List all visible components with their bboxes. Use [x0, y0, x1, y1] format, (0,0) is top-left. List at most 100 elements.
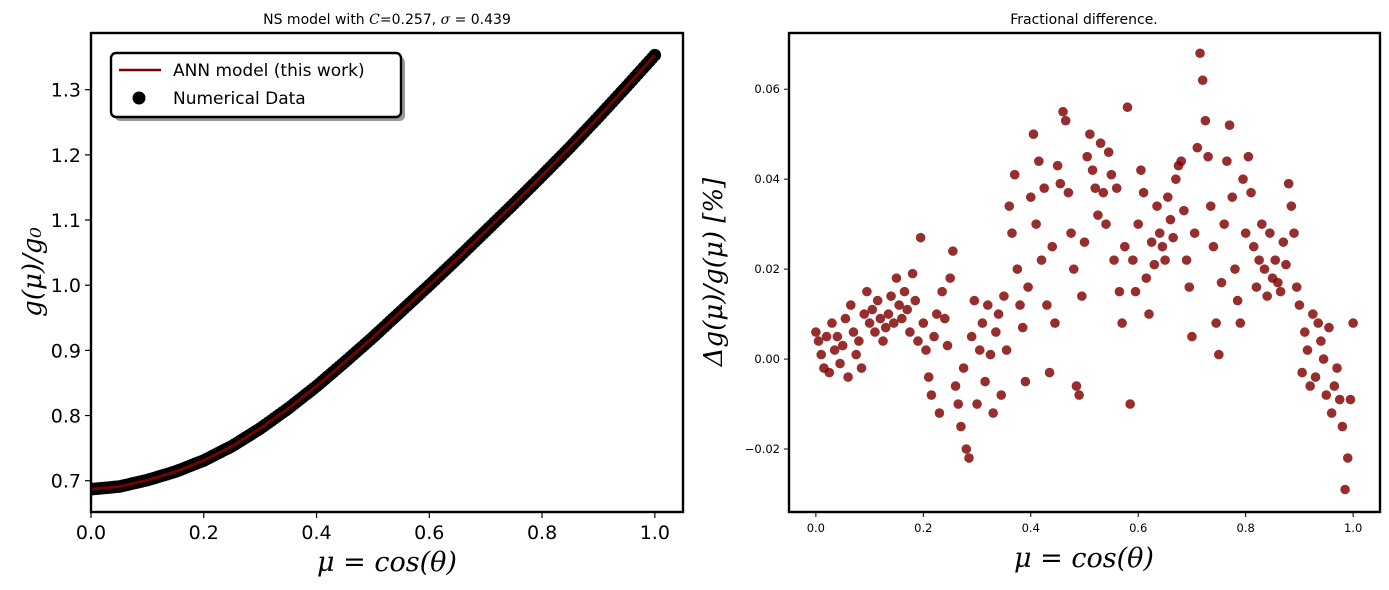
fractional-difference-point	[915, 232, 926, 243]
fractional-difference-point	[1281, 259, 1291, 270]
fractional-difference-point	[1111, 183, 1122, 193]
fractional-difference-point	[1214, 349, 1224, 360]
fractional-difference-point	[1138, 187, 1149, 198]
fractional-difference-point	[1243, 151, 1254, 162]
fractional-difference-point	[1109, 255, 1119, 265]
fractional-difference-point	[964, 453, 974, 463]
fractional-difference-point	[856, 363, 867, 373]
right-ticks: 0.0 0.2 0.4 0.6 0.8 1.0 −0.02 0.00 0.02 0.04 0.06	[745, 82, 1363, 535]
right-xlabel: μ = cos(θ)	[1014, 543, 1154, 574]
fractional-difference-point	[1283, 178, 1294, 189]
fractional-difference-point	[1332, 363, 1342, 373]
left-y-tick-label: 0.7	[51, 471, 81, 493]
fractional-difference-point	[921, 345, 931, 355]
fractional-difference-point	[1044, 367, 1055, 378]
fractional-difference-point	[1095, 138, 1106, 148]
fractional-difference-point	[972, 399, 982, 409]
fractional-difference-point	[1224, 120, 1235, 131]
fractional-difference-point	[1257, 219, 1267, 229]
fractional-difference-point	[1238, 174, 1248, 184]
fractional-difference-point	[1074, 390, 1084, 400]
fractional-difference-point	[996, 390, 1007, 400]
right-y-tick-label: 0.00	[754, 352, 780, 366]
fractional-difference-point	[1141, 273, 1152, 283]
left-ylabel: g(μ)/g₀	[18, 227, 48, 317]
fractional-difference-point	[1289, 228, 1299, 238]
left-axes-frame	[89, 31, 685, 514]
right-ylabel: Δg(μ)/g(μ) [%]	[699, 177, 729, 367]
fractional-difference-point	[1305, 381, 1315, 391]
fractional-difference-point	[1028, 129, 1039, 139]
fractional-difference-point	[1321, 390, 1332, 400]
fractional-difference-point	[1007, 228, 1017, 238]
fractional-difference-point	[811, 327, 821, 337]
fractional-difference-point	[1015, 300, 1025, 310]
fractional-difference-point	[1068, 264, 1079, 274]
fractional-difference-point	[1316, 336, 1326, 346]
fractional-difference-point	[888, 318, 899, 328]
fractional-difference-point	[1039, 183, 1050, 193]
fractional-difference-point	[1071, 381, 1082, 391]
fractional-difference-point	[929, 331, 939, 342]
right-x-tick-label: 0.6	[1129, 521, 1147, 535]
fractional-difference-point	[988, 408, 998, 418]
left-y-tick-label: 1.2	[51, 145, 81, 167]
fractional-difference-point	[1162, 192, 1173, 202]
fractional-difference-point	[1270, 255, 1281, 265]
fractional-difference-point	[1248, 241, 1259, 252]
fractional-difference-point	[1106, 169, 1117, 180]
fractional-difference-point	[1025, 192, 1036, 202]
fractional-difference-point	[1157, 241, 1168, 252]
fractional-difference-point	[813, 336, 824, 346]
fractional-difference-point	[891, 273, 902, 283]
fractional-difference-point	[1273, 277, 1283, 288]
fractional-difference-point	[958, 363, 969, 373]
fractional-difference-point	[1101, 219, 1111, 229]
fractional-difference-point	[832, 331, 843, 342]
fractional-difference-point	[940, 313, 950, 324]
fractional-difference-point	[1090, 183, 1101, 193]
fractional-difference-point	[1060, 115, 1071, 126]
fractional-difference-point	[1058, 106, 1068, 117]
fractional-difference-point	[827, 318, 837, 328]
fractional-difference-point	[1324, 322, 1334, 333]
fractional-difference-point	[1275, 286, 1286, 297]
fractional-difference-point	[902, 304, 912, 315]
fractional-difference-point	[1023, 282, 1033, 292]
fractional-difference-point	[1340, 484, 1350, 495]
right-y-tick-label: 0.02	[754, 262, 780, 276]
fractional-difference-point	[867, 304, 878, 315]
fractional-difference-point	[1192, 142, 1203, 153]
fractional-difference-point	[1254, 255, 1264, 265]
fractional-difference-point	[918, 318, 929, 328]
fractional-difference-point	[993, 309, 1004, 319]
fractional-difference-point	[1082, 151, 1092, 162]
fractional-difference-point	[1050, 318, 1060, 328]
fractional-difference-point	[985, 349, 996, 360]
right-y-tick-label: 0.04	[754, 172, 780, 186]
fractional-difference-point	[1310, 372, 1321, 382]
fractional-difference-point	[974, 345, 985, 355]
fractional-difference-point	[899, 286, 910, 297]
fractional-difference-point	[961, 444, 972, 454]
fractional-difference-point	[840, 313, 851, 324]
fractional-difference-point	[948, 246, 958, 256]
fractional-difference-point	[1308, 309, 1318, 319]
fractional-difference-point	[1055, 178, 1066, 189]
left-x-tick-label: 0.4	[301, 522, 331, 544]
fractional-difference-point	[1009, 169, 1020, 180]
fractional-difference-point	[991, 327, 1001, 337]
left-title: NS model with C=0.257, σ = 0.439	[263, 12, 511, 28]
left-marks	[91, 48, 662, 496]
left-x-tick-label: 0.0	[76, 522, 106, 544]
fractional-difference-point	[1119, 241, 1130, 252]
fractional-difference-point	[1235, 318, 1246, 328]
fractional-difference-point	[923, 372, 934, 382]
fractional-difference-point	[835, 358, 845, 369]
fractional-difference-point	[1200, 115, 1211, 126]
fractional-difference-point	[1034, 156, 1044, 166]
fractional-difference-point	[851, 349, 861, 360]
right-x-tick-label: 0.2	[914, 521, 932, 535]
fractional-difference-point	[1278, 237, 1289, 247]
